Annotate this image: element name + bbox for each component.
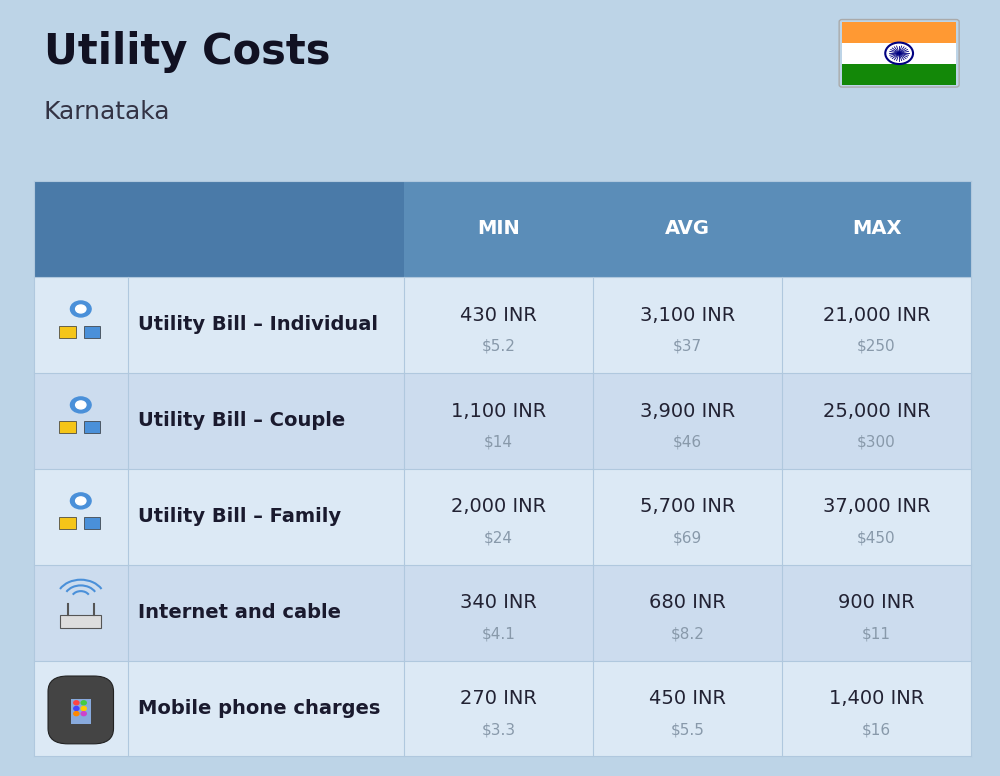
- Circle shape: [70, 301, 91, 317]
- Bar: [842, 22, 956, 43]
- Text: 3,100 INR: 3,100 INR: [640, 306, 735, 324]
- Circle shape: [74, 706, 79, 711]
- Circle shape: [81, 701, 86, 705]
- Bar: [84, 518, 100, 529]
- Text: $5.2: $5.2: [482, 338, 516, 353]
- Text: 3,900 INR: 3,900 INR: [640, 401, 735, 421]
- Text: $69: $69: [673, 530, 702, 546]
- Text: $14: $14: [484, 435, 513, 449]
- Text: MIN: MIN: [477, 219, 520, 238]
- Text: 680 INR: 680 INR: [649, 594, 726, 612]
- Bar: [59, 325, 76, 338]
- Text: 21,000 INR: 21,000 INR: [823, 306, 930, 324]
- Text: 270 INR: 270 INR: [460, 689, 537, 708]
- Text: Karnataka: Karnataka: [44, 100, 170, 124]
- Bar: [59, 421, 76, 434]
- Bar: [842, 64, 956, 85]
- Text: 1,100 INR: 1,100 INR: [451, 401, 546, 421]
- Bar: [59, 518, 76, 529]
- Text: 37,000 INR: 37,000 INR: [823, 497, 930, 517]
- Text: MAX: MAX: [852, 219, 901, 238]
- Text: $450: $450: [857, 530, 896, 546]
- Circle shape: [76, 401, 86, 409]
- Text: 340 INR: 340 INR: [460, 594, 537, 612]
- Text: Utility Bill – Family: Utility Bill – Family: [138, 507, 341, 526]
- Bar: [71, 698, 91, 724]
- Text: $5.5: $5.5: [671, 722, 704, 737]
- Text: 1,400 INR: 1,400 INR: [829, 689, 924, 708]
- Text: $3.3: $3.3: [482, 722, 516, 737]
- Text: AVG: AVG: [665, 219, 710, 238]
- Text: Utility Bill – Individual: Utility Bill – Individual: [138, 315, 378, 334]
- Text: Mobile phone charges: Mobile phone charges: [138, 699, 380, 718]
- Text: $46: $46: [673, 435, 702, 449]
- Bar: [842, 43, 956, 64]
- Bar: [84, 325, 100, 338]
- Text: $24: $24: [484, 530, 513, 546]
- Circle shape: [81, 706, 86, 711]
- Text: 430 INR: 430 INR: [460, 306, 537, 324]
- Circle shape: [76, 305, 86, 313]
- Circle shape: [70, 397, 91, 413]
- Bar: [60, 615, 101, 629]
- Text: 900 INR: 900 INR: [838, 594, 915, 612]
- Text: $16: $16: [862, 722, 891, 737]
- Text: $300: $300: [857, 435, 896, 449]
- Circle shape: [76, 497, 86, 505]
- Text: Utility Costs: Utility Costs: [44, 31, 330, 73]
- Text: $250: $250: [857, 338, 896, 353]
- Text: 2,000 INR: 2,000 INR: [451, 497, 546, 517]
- Text: $4.1: $4.1: [482, 626, 516, 641]
- Circle shape: [74, 712, 79, 715]
- Bar: [84, 421, 100, 434]
- Circle shape: [74, 701, 79, 705]
- Text: 5,700 INR: 5,700 INR: [640, 497, 735, 517]
- FancyBboxPatch shape: [48, 676, 114, 744]
- Text: $8.2: $8.2: [671, 626, 704, 641]
- Text: $37: $37: [673, 338, 702, 353]
- Text: 450 INR: 450 INR: [649, 689, 726, 708]
- Text: Utility Bill – Couple: Utility Bill – Couple: [138, 411, 345, 430]
- Circle shape: [81, 712, 86, 715]
- Text: $11: $11: [862, 626, 891, 641]
- Circle shape: [70, 493, 91, 509]
- Text: 25,000 INR: 25,000 INR: [823, 401, 930, 421]
- Text: Internet and cable: Internet and cable: [138, 603, 341, 622]
